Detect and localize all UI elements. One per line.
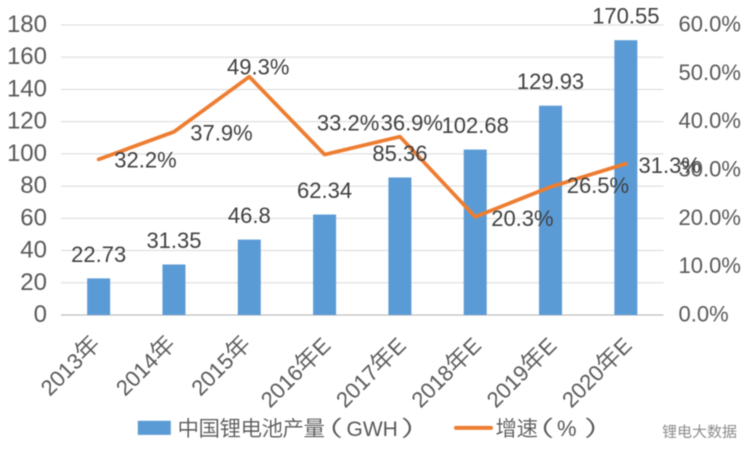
svg-text:80: 80: [20, 172, 47, 199]
svg-text:31.35: 31.35: [146, 228, 201, 253]
svg-text:120: 120: [7, 108, 47, 135]
svg-text:10.0%: 10.0%: [679, 253, 741, 278]
svg-text:102.68: 102.68: [442, 113, 509, 138]
svg-text:60: 60: [20, 204, 47, 231]
svg-text:22.73: 22.73: [71, 242, 126, 267]
svg-text:GWH: GWH: [347, 418, 398, 441]
svg-text:20: 20: [20, 269, 47, 296]
svg-text:0: 0: [34, 301, 47, 328]
svg-text:129.93: 129.93: [517, 69, 584, 94]
svg-text:160: 160: [7, 43, 47, 70]
svg-text:32.2%: 32.2%: [114, 147, 176, 172]
svg-text:140: 140: [7, 75, 47, 102]
svg-text:20.3%: 20.3%: [491, 206, 553, 231]
svg-text:85.36: 85.36: [372, 141, 427, 166]
svg-text:50.0%: 50.0%: [679, 60, 741, 85]
svg-text:60.0%: 60.0%: [679, 12, 741, 37]
svg-text:26.5%: 26.5%: [567, 173, 629, 198]
svg-text:30.0%: 30.0%: [679, 157, 741, 182]
svg-text:46.8: 46.8: [228, 203, 271, 228]
svg-text:36.9%: 36.9%: [381, 110, 443, 135]
svg-text:100: 100: [7, 140, 47, 167]
svg-text:33.2%: 33.2%: [317, 110, 379, 135]
svg-text:20.0%: 20.0%: [679, 205, 741, 230]
svg-text:49.3%: 49.3%: [227, 54, 289, 79]
svg-text:40.0%: 40.0%: [679, 108, 741, 133]
svg-text:180: 180: [7, 11, 47, 38]
svg-text:62.34: 62.34: [297, 178, 352, 203]
svg-text:%: %: [557, 416, 577, 441]
svg-text:170.55: 170.55: [592, 4, 659, 29]
svg-text:31.3%: 31.3%: [639, 153, 701, 178]
svg-text:37.9%: 37.9%: [190, 121, 252, 146]
svg-text:40: 40: [20, 237, 47, 264]
svg-text:0.0%: 0.0%: [679, 302, 729, 327]
